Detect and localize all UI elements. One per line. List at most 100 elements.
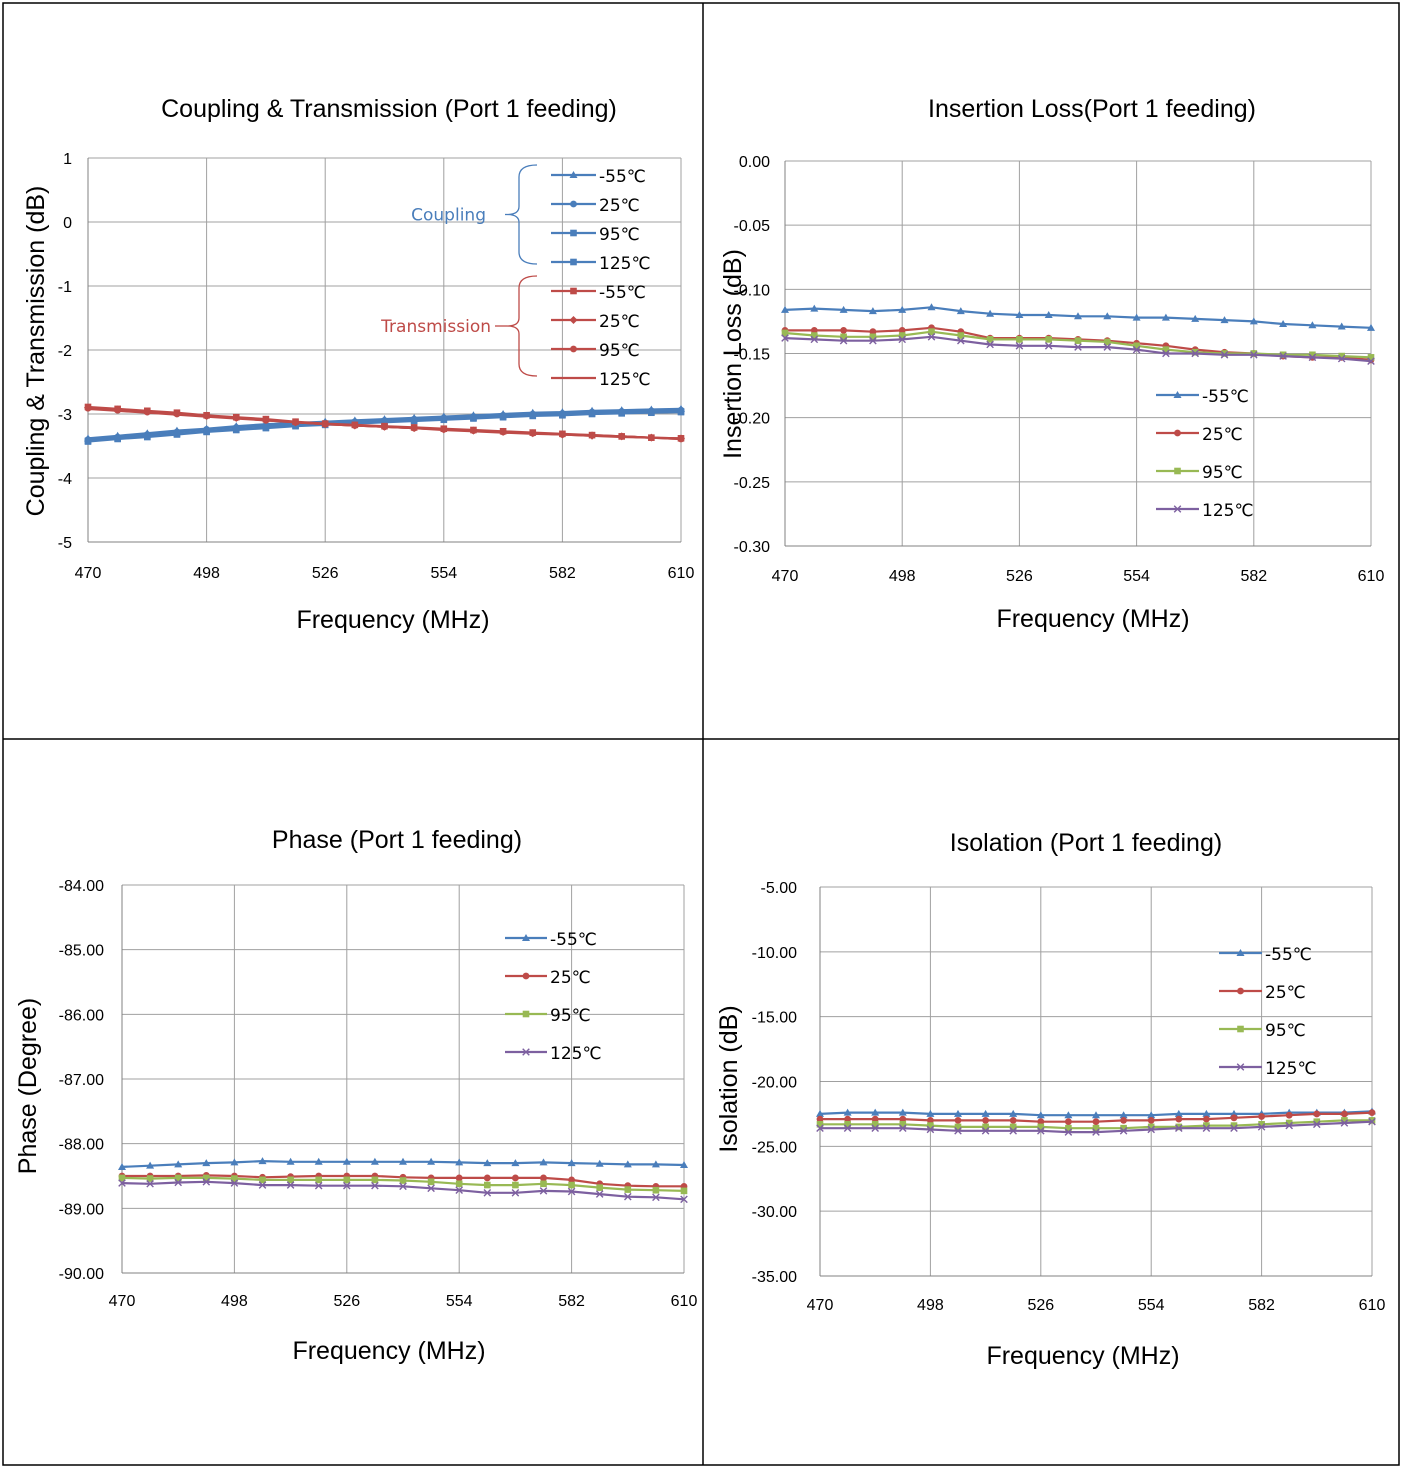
data-point <box>1009 1109 1018 1117</box>
data-point <box>1337 322 1346 330</box>
data-point <box>314 1181 323 1190</box>
chart-title: Isolation (Port 1 feeding) <box>950 829 1222 857</box>
data-point <box>927 333 936 341</box>
bracket-line <box>506 164 538 265</box>
legend-marker <box>570 229 577 237</box>
series <box>118 1174 688 1195</box>
data-point <box>1162 346 1170 353</box>
data-point <box>1202 1124 1211 1132</box>
data-point <box>399 1157 407 1165</box>
data-point <box>1285 1111 1293 1119</box>
data-point <box>232 426 240 434</box>
legend-label: 125℃ <box>550 1044 602 1064</box>
legend-marker <box>569 316 578 324</box>
legend-label: 125℃ <box>599 370 651 390</box>
data-point <box>651 1160 660 1168</box>
data-point <box>314 1157 323 1165</box>
legend-label: 25℃ <box>599 196 640 216</box>
y-tick-label: -88.00 <box>59 1137 104 1154</box>
legend-label: 25℃ <box>1265 983 1306 1003</box>
data-point <box>231 1175 238 1182</box>
data-point <box>843 1108 852 1116</box>
data-point <box>399 1182 407 1191</box>
data-point <box>898 327 906 334</box>
data-point <box>1337 354 1346 363</box>
legend-marker <box>1174 429 1181 437</box>
legend-label: -55℃ <box>599 167 646 187</box>
data-point <box>1092 1111 1100 1119</box>
data-point <box>1147 1125 1155 1134</box>
y-tick-label: -10.00 <box>752 945 797 962</box>
x-axis-label: Frequency (MHz) <box>292 1337 485 1365</box>
data-point <box>1103 343 1112 351</box>
data-point <box>1074 312 1082 320</box>
x-tick-label: 610 <box>671 1293 698 1310</box>
legend-marker <box>569 171 578 178</box>
data-point <box>986 340 994 349</box>
legend-group-label: Transmission <box>380 317 491 337</box>
data-point <box>1037 1123 1045 1131</box>
data-point <box>1191 314 1200 322</box>
data-point <box>927 303 936 311</box>
chart-panel-phase: Phase (Port 1 feeding) Frequency (MHz) P… <box>14 826 697 1365</box>
data-point <box>1009 1123 1017 1131</box>
legend-label: 95℃ <box>550 1006 591 1026</box>
x-tick-label: 498 <box>221 1293 248 1310</box>
data-point <box>371 1176 379 1184</box>
data-point <box>981 1126 990 1135</box>
data-point <box>1065 1124 1072 1132</box>
data-point <box>624 1192 632 1201</box>
data-point <box>1016 336 1023 343</box>
data-point <box>898 305 907 313</box>
data-point <box>1309 351 1316 359</box>
data-point <box>230 1179 239 1187</box>
data-point <box>956 307 965 315</box>
data-point <box>381 419 388 426</box>
data-point <box>1064 1111 1073 1119</box>
data-point <box>1341 1117 1348 1124</box>
data-point <box>957 336 965 345</box>
y-tick-label: -5.00 <box>761 880 798 897</box>
data-point <box>258 1157 267 1165</box>
data-point <box>816 1109 824 1117</box>
data-point <box>652 1186 660 1194</box>
legend-label: 125℃ <box>599 254 651 274</box>
data-point <box>1367 354 1375 361</box>
data-point <box>539 1187 548 1195</box>
data-point <box>1338 352 1345 360</box>
data-point <box>1119 1126 1128 1135</box>
data-point <box>1368 1117 1376 1124</box>
x-tick-label: 610 <box>1359 1297 1386 1314</box>
data-point <box>1367 357 1375 365</box>
y-tick-label: -15.00 <box>752 1010 797 1027</box>
series <box>781 333 1375 365</box>
data-point <box>1368 1109 1376 1117</box>
data-point <box>427 1178 435 1186</box>
x-tick-label: 470 <box>807 1297 834 1314</box>
data-point <box>926 1109 935 1117</box>
y-tick-label: -0.30 <box>734 539 771 556</box>
data-point <box>559 411 566 419</box>
data-point <box>1341 1110 1348 1118</box>
data-point <box>1220 350 1229 359</box>
data-point <box>1313 1118 1321 1125</box>
data-point <box>483 1174 491 1182</box>
data-point <box>399 1177 407 1184</box>
data-point <box>146 1175 154 1182</box>
data-point <box>484 1181 491 1189</box>
data-point <box>869 328 877 336</box>
x-tick-label: 526 <box>333 1293 360 1310</box>
plot-area: 470 498 526 554 582 610 1 0 -1 -2 -3 -4 -5 -55℃ 25℃ 95℃… <box>58 151 695 582</box>
legend-marker <box>522 1048 530 1056</box>
data-point <box>146 1161 155 1169</box>
data-point <box>816 1124 824 1132</box>
data-point <box>1162 349 1170 358</box>
series <box>118 1178 688 1204</box>
data-point <box>343 1181 351 1190</box>
legend-label: 95℃ <box>599 225 640 245</box>
data-point <box>898 335 906 344</box>
data-point <box>1092 1124 1100 1132</box>
data-point <box>899 1120 907 1128</box>
data-point <box>1258 1120 1265 1128</box>
